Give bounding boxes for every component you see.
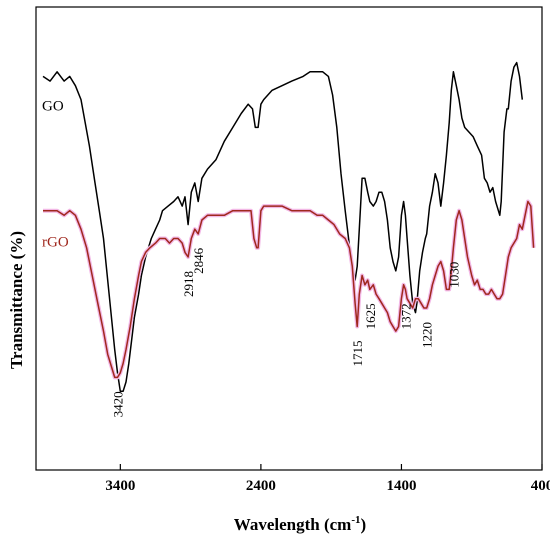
series-line-rgo xyxy=(43,200,535,379)
x-tick-label: 1400 xyxy=(386,478,416,494)
x-tick-label: 2400 xyxy=(246,478,276,494)
x-axis-title-superscript: -1 xyxy=(351,514,360,526)
x-axis-ticks: 3400 2400 1400 400 xyxy=(105,464,550,494)
y-axis-title: Transmittance (%) xyxy=(7,231,26,369)
peak-annotation: 1030 xyxy=(446,262,461,288)
series-label-go: GO xyxy=(42,98,64,114)
series-label-rgo: rGO xyxy=(42,235,69,251)
plot-area xyxy=(35,6,543,471)
series-line-go xyxy=(42,61,524,393)
x-tick-label: 400 xyxy=(531,478,550,494)
series-labels: GO rGO xyxy=(42,98,69,250)
x-axis-title-main: Wavelength (cm xyxy=(234,515,352,534)
peak-annotation: 1372 xyxy=(398,303,413,329)
x-axis-title-close: ) xyxy=(361,515,367,534)
x-tick-label: 3400 xyxy=(105,478,135,494)
series-layer xyxy=(42,61,536,393)
peak-annotation: 1220 xyxy=(420,322,435,348)
peak-annotation: 1625 xyxy=(363,303,378,329)
peak-annotation: 3420 xyxy=(111,391,126,417)
peak-annotation: 2918 xyxy=(181,271,196,297)
peak-annotation: 1715 xyxy=(350,341,365,367)
x-axis-title: Wavelength (cm-1) xyxy=(234,514,366,534)
peak-annotation: 2846 xyxy=(191,247,206,274)
